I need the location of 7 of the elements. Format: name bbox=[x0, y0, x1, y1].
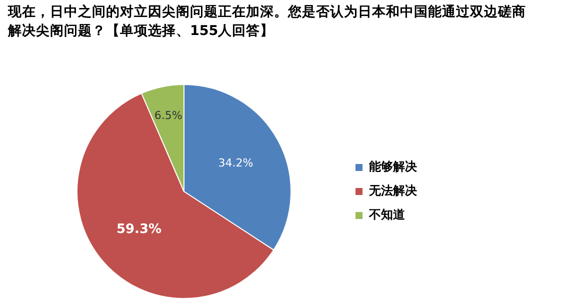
data-label: 6.5% bbox=[154, 108, 182, 122]
legend-label: 不知道 bbox=[368, 208, 406, 222]
data-label: 59.3% bbox=[116, 222, 162, 237]
legend-label: 能够解决 bbox=[369, 160, 418, 174]
data-label: 34.2% bbox=[218, 156, 254, 170]
chart-title: 现在，日中之间的对立因尖阁问题正在加深。您是否认为日本和中国能通过双边磋商解决尖阁问题？【单项选择、155人回答】 bbox=[8, 3, 527, 41]
legend-label: 无法解决 bbox=[368, 184, 418, 198]
